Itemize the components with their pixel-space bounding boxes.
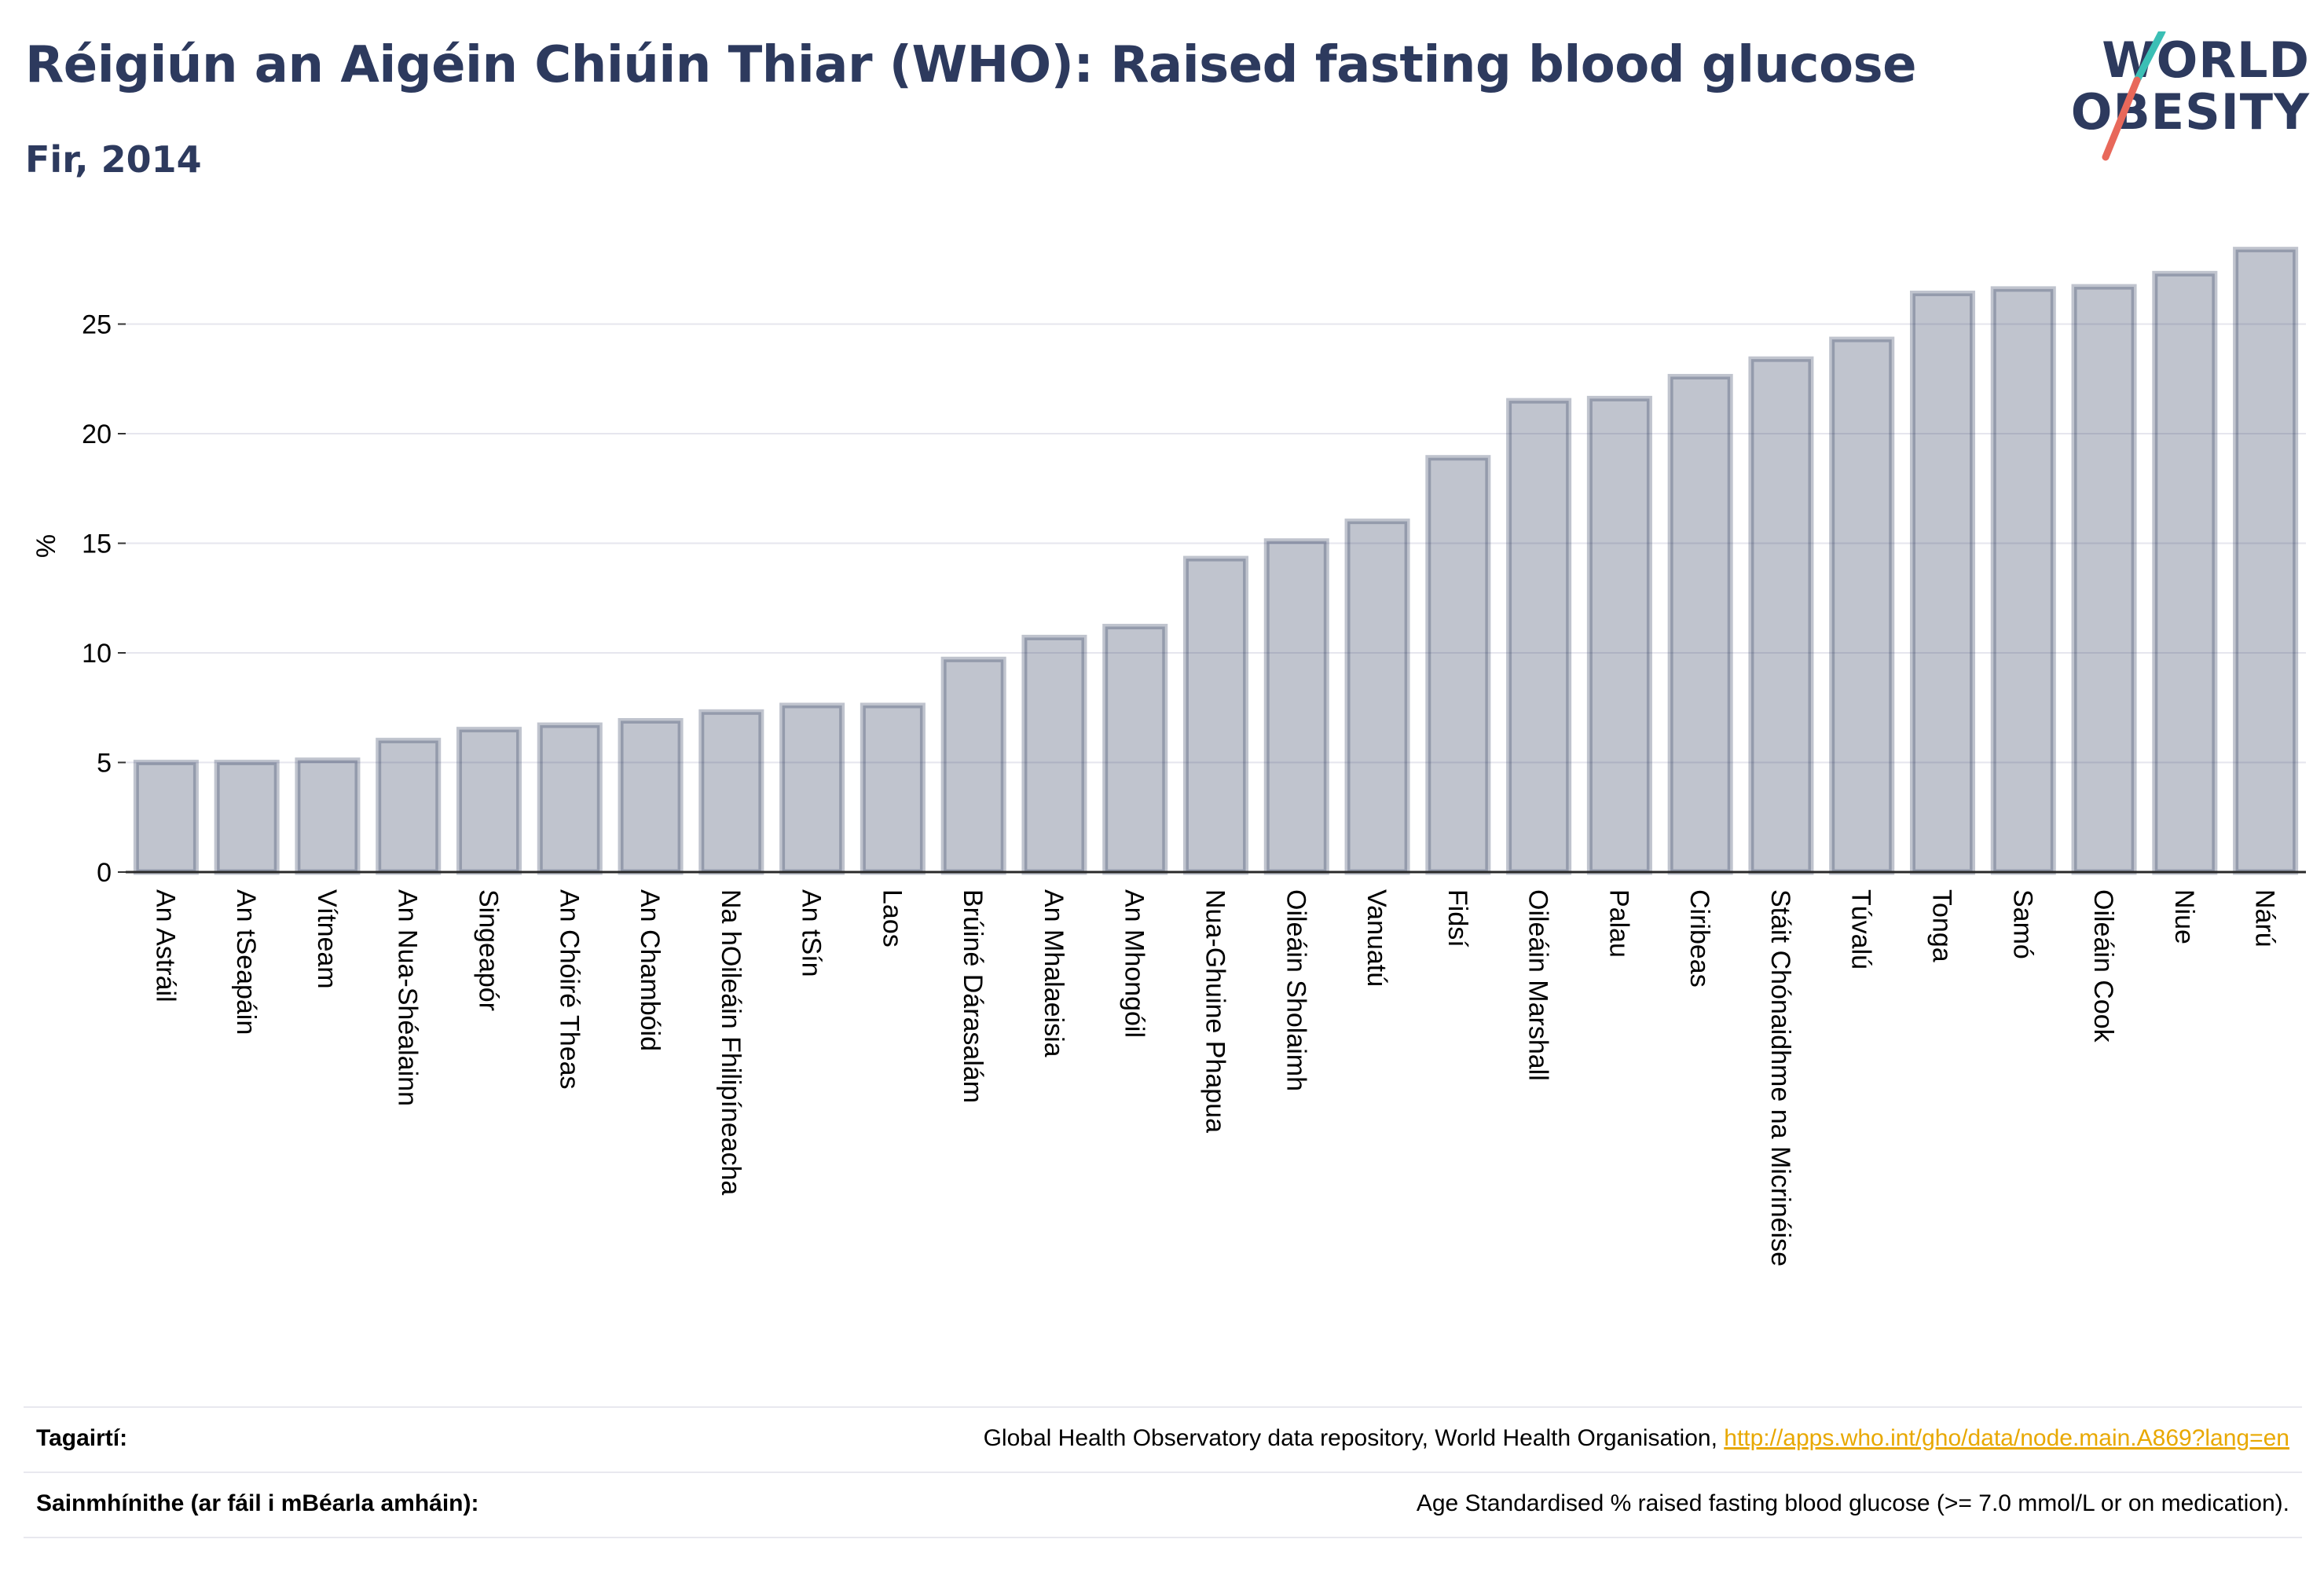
x-tick-label: Palau xyxy=(1604,889,1633,958)
x-tick-label: Tonga xyxy=(1927,889,1957,962)
x-tick-label: An Chambóid xyxy=(635,889,665,1051)
x-tick-label: An Chóiré Theas xyxy=(554,889,584,1090)
x-tick-label: Stáit Chónaidhme na Micrinéise xyxy=(1765,889,1795,1266)
x-tick-label: An Mhongóil xyxy=(1120,889,1149,1038)
x-tick-label: Niue xyxy=(2169,889,2199,944)
bar[interactable] xyxy=(1909,290,1976,875)
bar[interactable] xyxy=(295,757,361,875)
bar[interactable] xyxy=(1586,395,1652,875)
y-tick-label: 0 xyxy=(97,858,112,888)
x-tick-label: Nua-Ghuine Phapua xyxy=(1200,889,1230,1133)
bar[interactable] xyxy=(1990,286,2056,875)
grid-lines xyxy=(118,323,2306,873)
definitions-row: Sainmhínithe (ar fáil i mBéarla amháin):… xyxy=(24,1472,2302,1536)
bar[interactable] xyxy=(698,709,764,875)
x-tick-label: Samó xyxy=(2007,889,2037,959)
references-label: Tagairtí: xyxy=(36,1425,128,1451)
x-tick-label: Vítneam xyxy=(312,889,342,989)
references-value: Global Health Observatory data repositor… xyxy=(984,1425,2289,1452)
chart-subtitle: Fir, 2014 xyxy=(25,138,202,181)
bar[interactable] xyxy=(133,760,199,875)
bar[interactable] xyxy=(1102,624,1168,875)
bar[interactable] xyxy=(2152,270,2218,875)
definitions-value: Age Standardised % raised fasting blood … xyxy=(1416,1490,2289,1516)
x-tick-label: An tSeapáin xyxy=(231,889,261,1035)
bar[interactable] xyxy=(456,727,522,875)
x-tick-label: Oileáin Marshall xyxy=(1523,889,1553,1081)
x-tick-label: Ciribeas xyxy=(1684,889,1714,988)
bar[interactable] xyxy=(537,722,603,875)
bar[interactable] xyxy=(1667,373,1733,875)
y-tick-labels: 0 5 10 15 20 25 xyxy=(82,310,112,889)
bar[interactable] xyxy=(940,656,1006,875)
bar[interactable] xyxy=(2233,247,2299,875)
x-tick-label: An Mhalaeisia xyxy=(1039,889,1069,1057)
bar[interactable] xyxy=(1829,336,1895,875)
x-tick-label: Na hOileáin Fhilipíneacha xyxy=(716,889,746,1195)
x-tick-label: Singeapór xyxy=(474,889,504,1011)
bar[interactable] xyxy=(1182,555,1249,875)
x-tick-label: Brúiné Dárasalám xyxy=(958,889,988,1103)
logo-slash-icon xyxy=(2102,31,2166,161)
bar[interactable] xyxy=(214,760,280,875)
x-tick-label: Túvalú xyxy=(1846,889,1876,969)
chart-title: Réigiún an Aigéin Chiúin Thiar (WHO): Ra… xyxy=(25,36,1917,94)
x-tick-label: An Astráil xyxy=(150,889,180,1002)
bar[interactable] xyxy=(376,738,442,875)
bar[interactable] xyxy=(1425,455,1491,875)
bar[interactable] xyxy=(779,702,845,875)
logo-text-line2: OBESITY xyxy=(2070,83,2310,141)
bar[interactable] xyxy=(2071,284,2137,875)
x-tick-label: Laos xyxy=(877,889,907,947)
x-tick-label: Vanuatú xyxy=(1362,889,1391,987)
y-tick-label: 5 xyxy=(97,749,112,779)
bar[interactable] xyxy=(1344,519,1410,875)
bar[interactable] xyxy=(618,717,684,875)
y-tick-label: 20 xyxy=(82,420,112,449)
x-tick-label: An Nua-Shéalainn xyxy=(393,889,423,1106)
bar[interactable] xyxy=(1263,538,1329,875)
footer-divider xyxy=(24,1537,2302,1538)
bar[interactable] xyxy=(1021,634,1087,875)
x-tick-label: Oileáin Cook xyxy=(2088,889,2118,1043)
world-obesity-logo: WORLD OBESITY xyxy=(2058,31,2310,165)
y-axis-label: % xyxy=(31,534,61,558)
bar[interactable] xyxy=(1748,356,1814,875)
references-link[interactable]: http://apps.who.int/gho/data/node.main.A… xyxy=(1724,1425,2289,1451)
x-tick-labels: An Astráil An tSeapáin Vítneam An Nua-Shéal… xyxy=(150,889,2279,1266)
x-tick-label: Fidsí xyxy=(1442,889,1472,947)
references-row: Tagairtí: Global Health Observatory data… xyxy=(24,1406,2302,1471)
bars xyxy=(133,247,2299,875)
y-tick-label: 25 xyxy=(82,310,112,340)
references-text: Global Health Observatory data repositor… xyxy=(983,1425,1725,1451)
bar[interactable] xyxy=(1506,398,1572,875)
x-tick-label: An tSín xyxy=(797,889,827,977)
bar[interactable] xyxy=(860,702,926,875)
y-tick-label: 10 xyxy=(82,639,112,669)
definitions-label: Sainmhínithe (ar fáil i mBéarla amháin): xyxy=(36,1490,479,1516)
y-tick-label: 15 xyxy=(82,530,112,559)
x-tick-label: Oileáin Sholaimh xyxy=(1281,889,1310,1091)
x-tick-label: Nárú xyxy=(2250,889,2280,947)
